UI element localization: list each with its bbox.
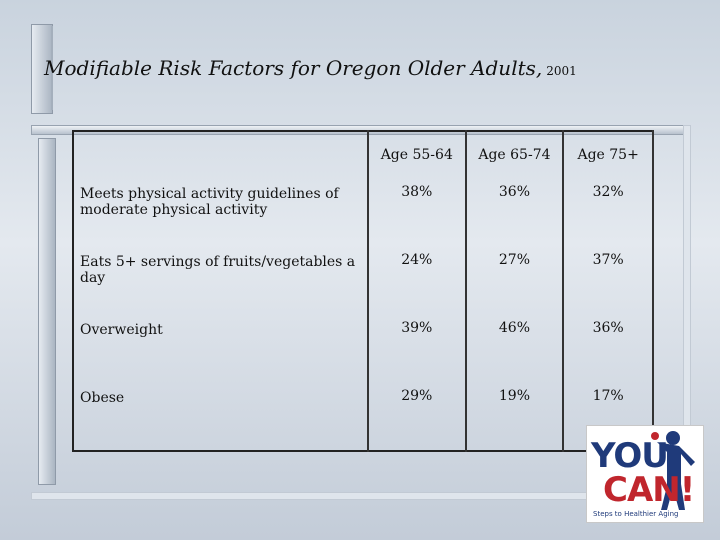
- cell-value: 37%: [562, 246, 654, 314]
- person-figure-icon: [651, 431, 695, 510]
- table-row: Obese 29% 19% 17%: [73, 382, 654, 451]
- table-row: Overweight 39% 46% 36%: [73, 314, 654, 382]
- cell-value: 32%: [562, 178, 654, 246]
- logo-word-you: YOU: [591, 436, 669, 476]
- cell-value: 36%: [562, 314, 654, 382]
- slide-title-year: 2001: [546, 64, 577, 78]
- table-header-row: Age 55-64 Age 65-74 Age 75+: [73, 131, 654, 178]
- cell-value: 36%: [464, 178, 565, 246]
- logo-word-can: CAN!: [603, 470, 695, 510]
- table-row: Meets physical activity guidelines of mo…: [73, 178, 654, 246]
- cell-value: 46%: [464, 314, 565, 382]
- frame-bar-left: [38, 138, 56, 485]
- logo-tagline: Steps to Healthier Aging: [593, 510, 679, 518]
- you-can-logo: YOU CAN! Steps to Healthier Aging: [586, 425, 704, 523]
- cell-value: 39%: [366, 314, 467, 382]
- header-cell-empty: [73, 131, 369, 178]
- header-cell-age-65-74: Age 65-74: [464, 131, 565, 178]
- table-row: Eats 5+ servings of fruits/vegetables a …: [73, 246, 654, 314]
- row-label: Overweight: [73, 314, 369, 382]
- frame-bar-inner-line: [51, 26, 53, 110]
- row-label: Obese: [73, 382, 369, 451]
- cell-value: 38%: [366, 178, 467, 246]
- cell-value: 19%: [464, 382, 565, 451]
- row-label: Meets physical activity guidelines of mo…: [73, 178, 369, 246]
- row-label: Eats 5+ servings of fruits/vegetables a …: [73, 246, 369, 314]
- header-cell-age-55-64: Age 55-64: [366, 131, 467, 178]
- risk-factor-table: Age 55-64 Age 65-74 Age 75+ Meets physic…: [72, 130, 654, 452]
- cell-value: 27%: [464, 246, 565, 314]
- slide-title-text: Modifiable Risk Factors for Oregon Older…: [44, 56, 543, 80]
- cell-value: 24%: [366, 246, 467, 314]
- slide-title: Modifiable Risk Factors for Oregon Older…: [44, 56, 577, 80]
- header-cell-age-75-plus: Age 75+: [562, 131, 654, 178]
- cell-value: 29%: [366, 382, 467, 451]
